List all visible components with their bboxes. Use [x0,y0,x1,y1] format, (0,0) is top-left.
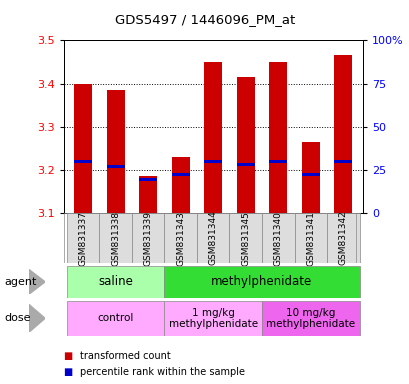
Bar [269,62,287,213]
Text: GSM831343: GSM831343 [176,211,185,265]
Bar [294,213,326,263]
Bar [229,213,261,263]
Text: GSM831344: GSM831344 [208,211,217,265]
Bar [106,90,124,213]
Bar [261,213,294,263]
Text: agent: agent [4,277,36,287]
Bar [204,161,222,164]
Bar [171,157,189,213]
Text: GSM831337: GSM831337 [79,210,88,266]
Bar [74,161,92,164]
Bar [301,174,319,176]
Text: percentile rank within the sample: percentile rank within the sample [80,367,244,377]
Bar [67,213,99,263]
Text: GSM831342: GSM831342 [338,211,347,265]
Text: GDS5497 / 1446096_PM_at: GDS5497 / 1446096_PM_at [115,13,294,26]
Bar [164,301,261,336]
Text: GSM831341: GSM831341 [306,211,315,265]
Bar [106,165,124,168]
Text: GSM831340: GSM831340 [273,211,282,265]
Bar [132,213,164,263]
Bar [334,161,351,164]
Bar [164,213,196,263]
Bar [139,178,157,181]
Text: saline: saline [98,275,133,288]
Text: 1 mg/kg
methylphenidate: 1 mg/kg methylphenidate [168,308,257,329]
Text: GSM831338: GSM831338 [111,210,120,266]
Bar [196,213,229,263]
Bar [236,77,254,213]
Bar [269,161,287,164]
Polygon shape [29,269,45,295]
Bar [99,213,132,263]
Bar [204,62,222,213]
Bar [67,266,164,298]
Bar [301,142,319,213]
Text: methylphenidate: methylphenidate [211,275,312,288]
Bar [74,84,92,213]
Text: GSM831345: GSM831345 [240,211,249,265]
Polygon shape [29,304,45,333]
Text: GSM831339: GSM831339 [143,210,152,266]
Bar [261,301,359,336]
Text: control: control [97,313,133,323]
Text: ■: ■ [63,367,73,377]
Text: dose: dose [4,313,31,323]
Bar [139,176,157,213]
Bar [67,301,164,336]
Bar [334,55,351,213]
Text: 10 mg/kg
methylphenidate: 10 mg/kg methylphenidate [265,308,355,329]
Text: transformed count: transformed count [80,351,170,361]
Bar [164,266,359,298]
Bar [326,213,359,263]
Bar [236,162,254,166]
Bar [171,174,189,176]
Text: ■: ■ [63,351,73,361]
